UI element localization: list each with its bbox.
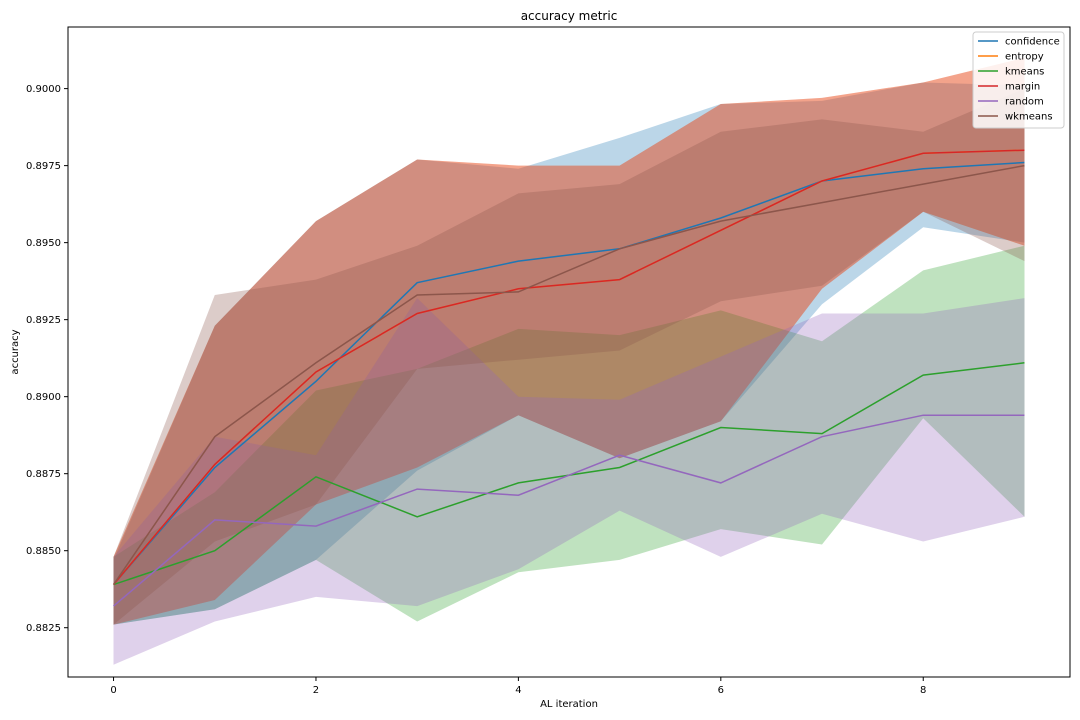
- legend-label-kmeans: kmeans: [1005, 67, 1044, 78]
- band-random: [113, 298, 1025, 665]
- band-confidence: [113, 82, 1025, 625]
- x-tick-label: 2: [313, 685, 319, 696]
- band-wkmeans: [113, 88, 1025, 625]
- line-random: [113, 414, 1025, 607]
- x-tick-label: 8: [920, 685, 926, 696]
- x-tick-label: 6: [718, 685, 724, 696]
- y-tick-label: 0.9000: [26, 84, 61, 95]
- line-wkmeans: [112, 164, 1025, 586]
- line-margin: [112, 149, 1025, 586]
- line-confidence: [112, 161, 1025, 586]
- series-lines: [112, 149, 1025, 607]
- y-tick-label: 0.8925: [26, 315, 61, 326]
- y-tick-label: 0.8850: [26, 546, 61, 557]
- legend-label-random: random: [1005, 97, 1044, 108]
- x-axis: 0 2 4 6 8: [110, 677, 926, 696]
- band-kmeans: [113, 245, 1025, 625]
- legend-label-entropy: entropy: [1005, 52, 1044, 63]
- y-axis-title: accuracy: [10, 329, 21, 374]
- band-margin: [113, 57, 1025, 625]
- y-tick-label: 0.8900: [26, 392, 61, 403]
- legend-label-wkmeans: wkmeans: [1005, 112, 1053, 123]
- y-tick-label: 0.8875: [26, 469, 61, 480]
- x-tick-label: 4: [515, 685, 521, 696]
- legend: confidence entropy kmeans margin random wkmea…: [972, 31, 1065, 129]
- y-tick-label: 0.8825: [26, 623, 61, 634]
- chart-title: accuracy metric: [521, 9, 618, 23]
- y-tick-label: 0.8975: [26, 161, 61, 172]
- x-axis-title: AL iteration: [540, 699, 598, 710]
- legend-label-confidence: confidence: [1005, 37, 1060, 48]
- y-tick-label: 0.8950: [26, 238, 61, 249]
- x-tick-label: 0: [110, 685, 116, 696]
- plot-frame: [67, 26, 1071, 678]
- plot-area: [68, 27, 1070, 677]
- confidence-bands: [113, 57, 1025, 665]
- y-axis: 0.8825 0.8850 0.8875 0.8900 0.8925 0.8950 0.89…: [26, 84, 68, 634]
- band-entropy: [113, 57, 1025, 625]
- legend-label-margin: margin: [1005, 82, 1040, 93]
